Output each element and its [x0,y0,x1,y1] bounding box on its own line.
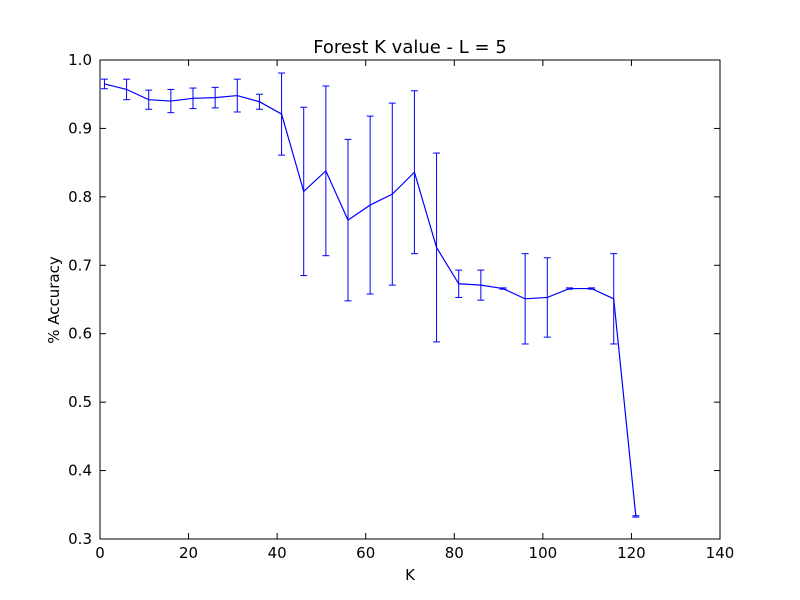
x-tick-label: 20 [179,544,198,562]
series-line-group [104,83,637,517]
x-tick-label: 140 [706,544,735,562]
x-tick-label: 80 [445,544,464,562]
y-tick-label: 0.4 [68,462,92,480]
y-tick-label: 0.7 [68,256,92,274]
y-tick-label: 0.9 [68,119,92,137]
axis-ticks: 0 20 40 60 80 100 120 140 0.3 0.4 0.5 0.6 0.7 0.8 0.9 1… [68,51,734,562]
y-tick-label: 0.3 [68,530,92,548]
x-tick-label: 100 [529,544,558,562]
y-tick-label: 0.5 [68,393,92,411]
x-tick-label: 60 [356,544,375,562]
y-tick-label: 0.6 [68,325,92,343]
y-tick-label: 0.8 [68,188,92,206]
y-tick-label: 1.0 [68,51,92,69]
x-axis-label: K [405,566,416,584]
chart-title: Forest K value - L = 5 [313,37,507,58]
x-tick-label: 120 [617,544,646,562]
x-tick-label: 0 [95,544,105,562]
plot-area [99,59,721,540]
x-tick-label: 40 [268,544,287,562]
y-axis-label: % Accuracy [45,256,63,344]
series-line [104,83,637,517]
